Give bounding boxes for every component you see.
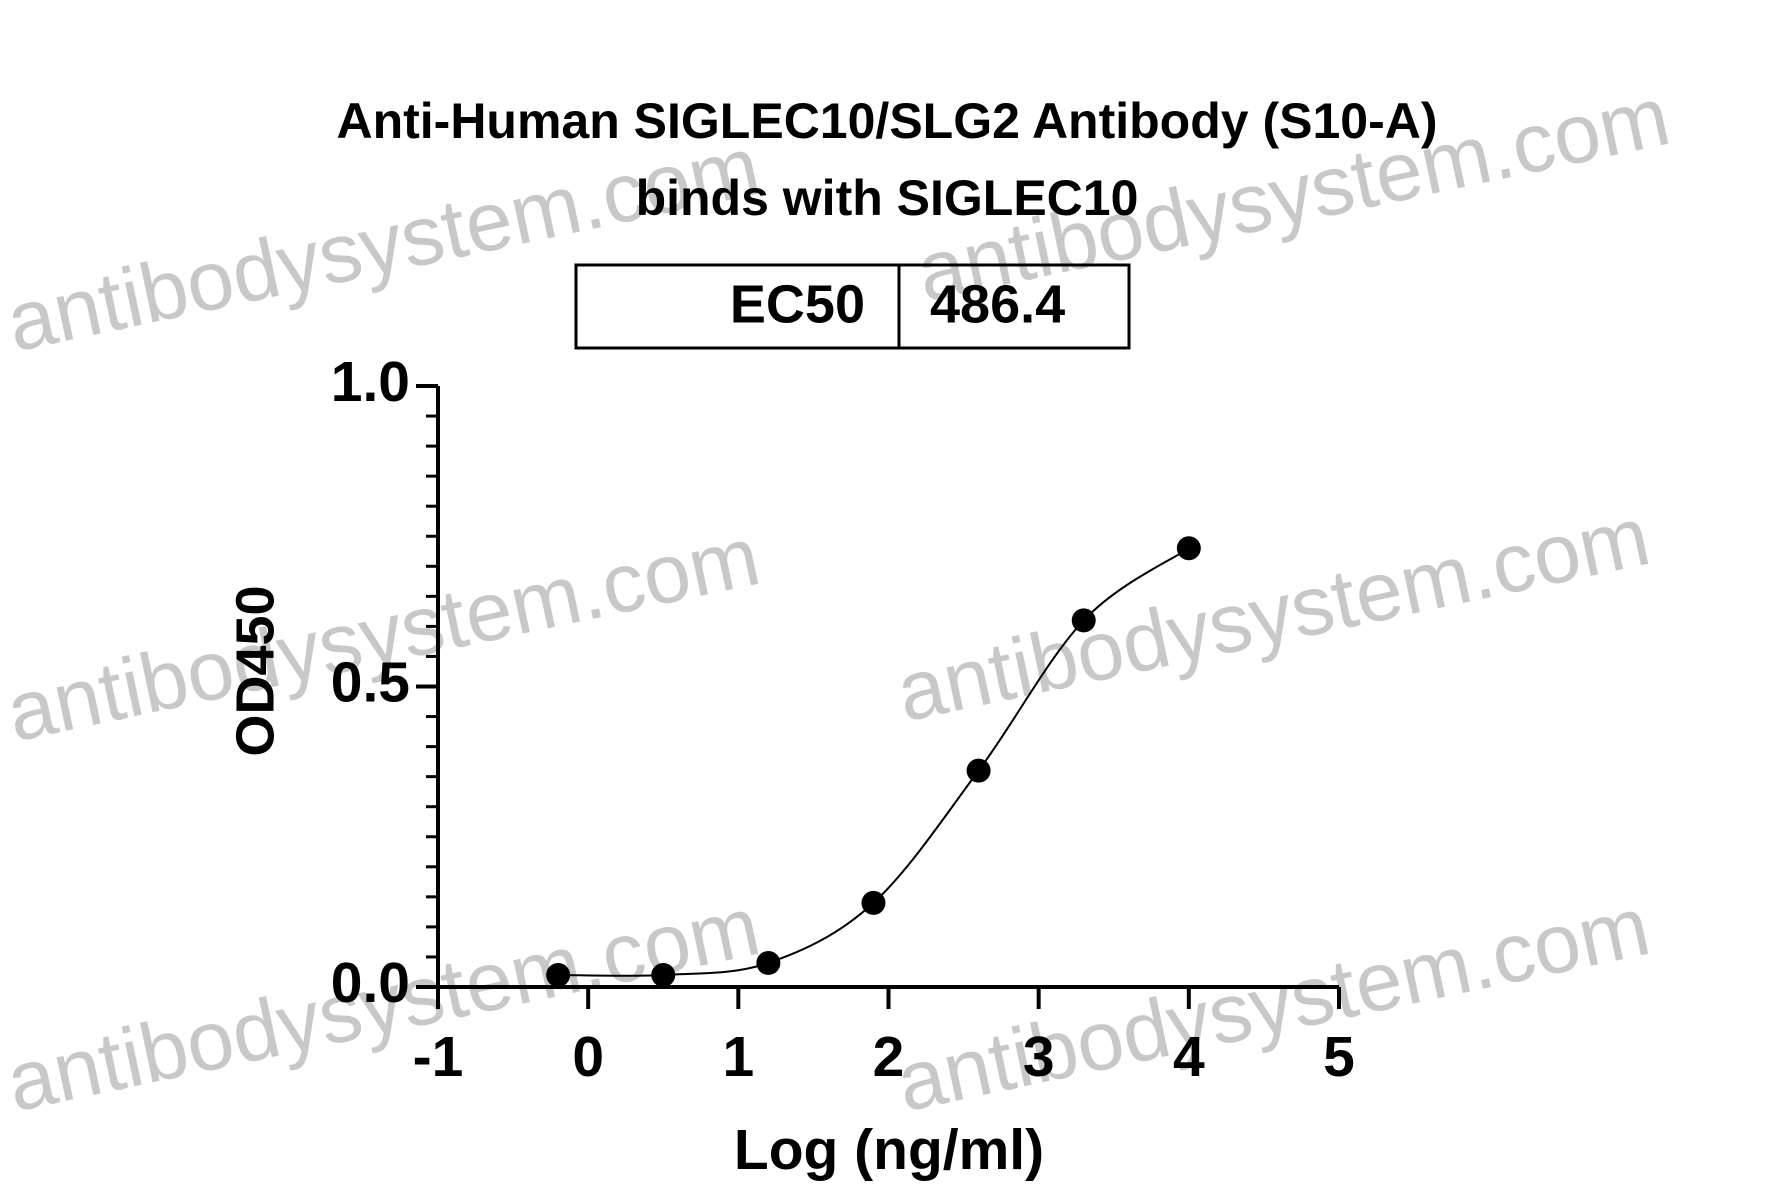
data-point (756, 950, 781, 975)
x-tick-label: 2 (873, 1025, 905, 1089)
data-point (1071, 608, 1096, 633)
table-label: EC50 (730, 274, 865, 334)
watermark: antibodysystem.com (0, 118, 767, 369)
table-value: 486.4 (930, 274, 1065, 334)
data-point (651, 962, 676, 987)
watermark: antibodysystem.com (889, 878, 1657, 1129)
y-tick-label: 1.0 (331, 350, 410, 414)
chart-title: Anti-Human SIGLEC10/SLG2 Antibody (S10-A… (336, 93, 1437, 149)
chart-title: binds with SIGLEC10 (636, 170, 1139, 226)
data-point (861, 890, 886, 915)
x-axis-label: Log (ng/ml) (734, 1118, 1044, 1182)
data-point (546, 962, 571, 987)
y-tick-label: 0.5 (331, 651, 410, 715)
data-point (1176, 536, 1201, 561)
y-axis-label: OD450 (225, 585, 285, 756)
x-tick-label: -1 (413, 1025, 464, 1089)
data-point (966, 758, 991, 783)
y-tick-label: 0.0 (331, 951, 410, 1015)
watermark: antibodysystem.com (889, 488, 1657, 739)
x-tick-label: 0 (572, 1025, 604, 1089)
x-tick-label: 1 (722, 1025, 754, 1089)
x-tick-label: 4 (1173, 1025, 1205, 1089)
ec50-table (574, 263, 1131, 350)
x-tick-label: 3 (1023, 1025, 1055, 1089)
watermark: antibodysystem.com (0, 508, 767, 759)
x-tick-label: 5 (1323, 1025, 1355, 1089)
